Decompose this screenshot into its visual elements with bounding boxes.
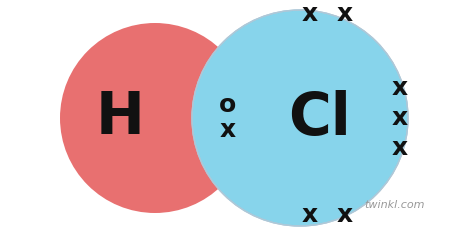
Text: x: x [302,203,318,227]
Text: x: x [392,106,408,130]
Text: twinkl.com: twinkl.com [365,200,425,210]
Text: x: x [220,118,236,142]
Text: Cl: Cl [289,90,351,146]
Text: x: x [302,2,318,26]
Circle shape [60,23,250,213]
Text: H: H [96,90,145,146]
Text: x: x [337,2,353,26]
Text: x: x [392,136,408,160]
Text: x: x [392,76,408,100]
Circle shape [192,10,408,226]
Text: o: o [219,93,237,117]
Text: x: x [337,203,353,227]
